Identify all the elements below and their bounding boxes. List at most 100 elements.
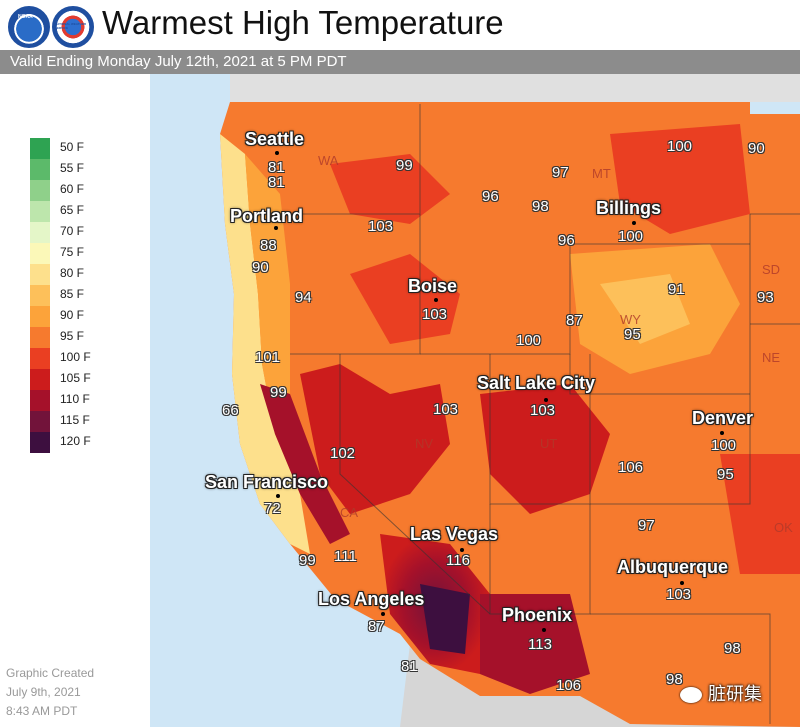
header: NOAA NATIONAL WEATHER SERVICE Warmest Hi… — [0, 0, 800, 50]
valid-time-bar: Valid Ending Monday July 12th, 2021 at 5… — [0, 50, 800, 74]
rockies-mild-zone — [600, 274, 690, 344]
city-dot — [720, 431, 724, 435]
city-label-los-angeles: Los Angeles — [318, 589, 425, 609]
plains-hot — [720, 454, 800, 574]
temp-value: 103 — [530, 402, 556, 419]
temp-value: 100 — [667, 138, 693, 155]
temp-value: 81 — [268, 159, 285, 176]
map-canvas — [150, 74, 800, 727]
temp-value: 103 — [368, 218, 394, 235]
mexico — [400, 644, 800, 727]
coastal-warm-zone — [245, 154, 290, 434]
legend-label: 90 F — [60, 308, 85, 322]
death-valley — [420, 584, 470, 654]
city-label-portland: Portland — [230, 206, 304, 226]
legend-swatch — [30, 432, 50, 453]
state-label-ca: CA — [340, 505, 359, 520]
temp-value: 99 — [299, 552, 316, 569]
valid-time-text: Valid Ending Monday July 12th, 2021 at 5… — [10, 53, 347, 70]
city-label-billings: Billings — [596, 198, 662, 218]
temp-value: 96 — [482, 188, 499, 205]
legend-swatch — [30, 411, 50, 432]
legend-label: 50 F — [60, 140, 85, 154]
temp-value: 102 — [330, 445, 356, 462]
canada — [230, 74, 800, 102]
legend-label: 65 F — [60, 203, 85, 217]
wechat-icon — [680, 687, 702, 704]
noaa-logo: NOAA — [8, 6, 50, 48]
temp-value: 90 — [748, 140, 765, 157]
footer-line-2: July 9th, 2021 — [6, 685, 81, 699]
temp-value: 93 — [757, 289, 774, 306]
legend-swatch — [30, 264, 50, 285]
temp-value: 100 — [711, 437, 737, 454]
city-dot — [275, 151, 279, 155]
legend-swatch — [30, 348, 50, 369]
temp-value: 100 — [618, 228, 644, 245]
legend-swatch — [30, 138, 50, 159]
city-label-san-francisco: San Francisco — [205, 472, 329, 492]
temp-value: 111 — [334, 548, 357, 565]
temp-value: 106 — [556, 677, 582, 694]
legend-label: 55 F — [60, 161, 85, 175]
legend-swatch — [30, 180, 50, 201]
coastal-cool-zone — [220, 134, 310, 554]
temp-value: 87 — [368, 618, 385, 635]
temp-value: 94 — [295, 289, 312, 306]
city-label-seattle: Seattle — [245, 129, 305, 149]
legend-swatch — [30, 369, 50, 390]
city-dot — [274, 226, 278, 230]
temp-value: 100 — [516, 332, 542, 349]
temp-value: 90 — [252, 259, 269, 276]
graphic-created-info: Graphic Created July 9th, 2021 8:43 AM P… — [6, 664, 94, 721]
state-label-ok: OK — [774, 520, 793, 535]
temp-value: 97 — [638, 517, 655, 534]
legend-swatch — [30, 201, 50, 222]
temp-value: 103 — [666, 586, 692, 603]
temp-value: 91 — [668, 281, 685, 298]
legend-label: 70 F — [60, 224, 85, 238]
state-label-ut: UT — [540, 436, 558, 451]
temp-value: 66 — [222, 402, 239, 419]
state-label-ne: NE — [762, 350, 781, 365]
temp-value: 101 — [255, 349, 281, 366]
city-dot — [381, 612, 385, 616]
legend-label: 85 F — [60, 287, 85, 301]
legend-swatch — [30, 285, 50, 306]
temp-value: 81 — [401, 658, 418, 675]
nws-logo: NATIONAL WEATHER SERVICE — [52, 6, 94, 48]
legend-label: 100 F — [60, 350, 91, 364]
state-label-nv: NV — [415, 436, 434, 451]
legend-label: 60 F — [60, 182, 85, 196]
city-dot — [544, 398, 548, 402]
city-dot — [276, 494, 280, 498]
legend-label: 80 F — [60, 266, 85, 280]
legend-label: 120 F — [60, 434, 91, 448]
legend-swatch — [30, 222, 50, 243]
temp-value: 98 — [724, 640, 741, 657]
city-label-salt-lake-city: Salt Lake City — [477, 373, 596, 393]
city-dot — [632, 221, 636, 225]
city-label-boise: Boise — [408, 276, 458, 296]
legend-label: 110 F — [60, 392, 90, 406]
city-label-phoenix: Phoenix — [502, 605, 573, 625]
temp-value: 96 — [558, 232, 575, 249]
temp-value: 116 — [446, 552, 470, 569]
legend-label: 95 F — [60, 329, 85, 343]
temp-value: 103 — [422, 306, 448, 323]
temp-value: 97 — [552, 164, 569, 181]
temp-value: 113 — [528, 636, 552, 653]
temp-value: 95 — [717, 466, 734, 483]
map-title: Warmest High Temperature — [102, 4, 504, 41]
temp-value: 72 — [264, 500, 281, 517]
utah-hot — [480, 384, 610, 514]
temp-value: 98 — [532, 198, 549, 215]
central-valley — [260, 384, 350, 544]
legend-swatch — [30, 306, 50, 327]
temp-value: 103 — [433, 401, 459, 418]
city-label-denver: Denver — [692, 408, 754, 428]
city-dot — [434, 298, 438, 302]
temp-value: 99 — [270, 384, 287, 401]
footer-line-3: 8:43 AM PDT — [6, 704, 78, 718]
state-label-wy: WY — [620, 312, 641, 327]
